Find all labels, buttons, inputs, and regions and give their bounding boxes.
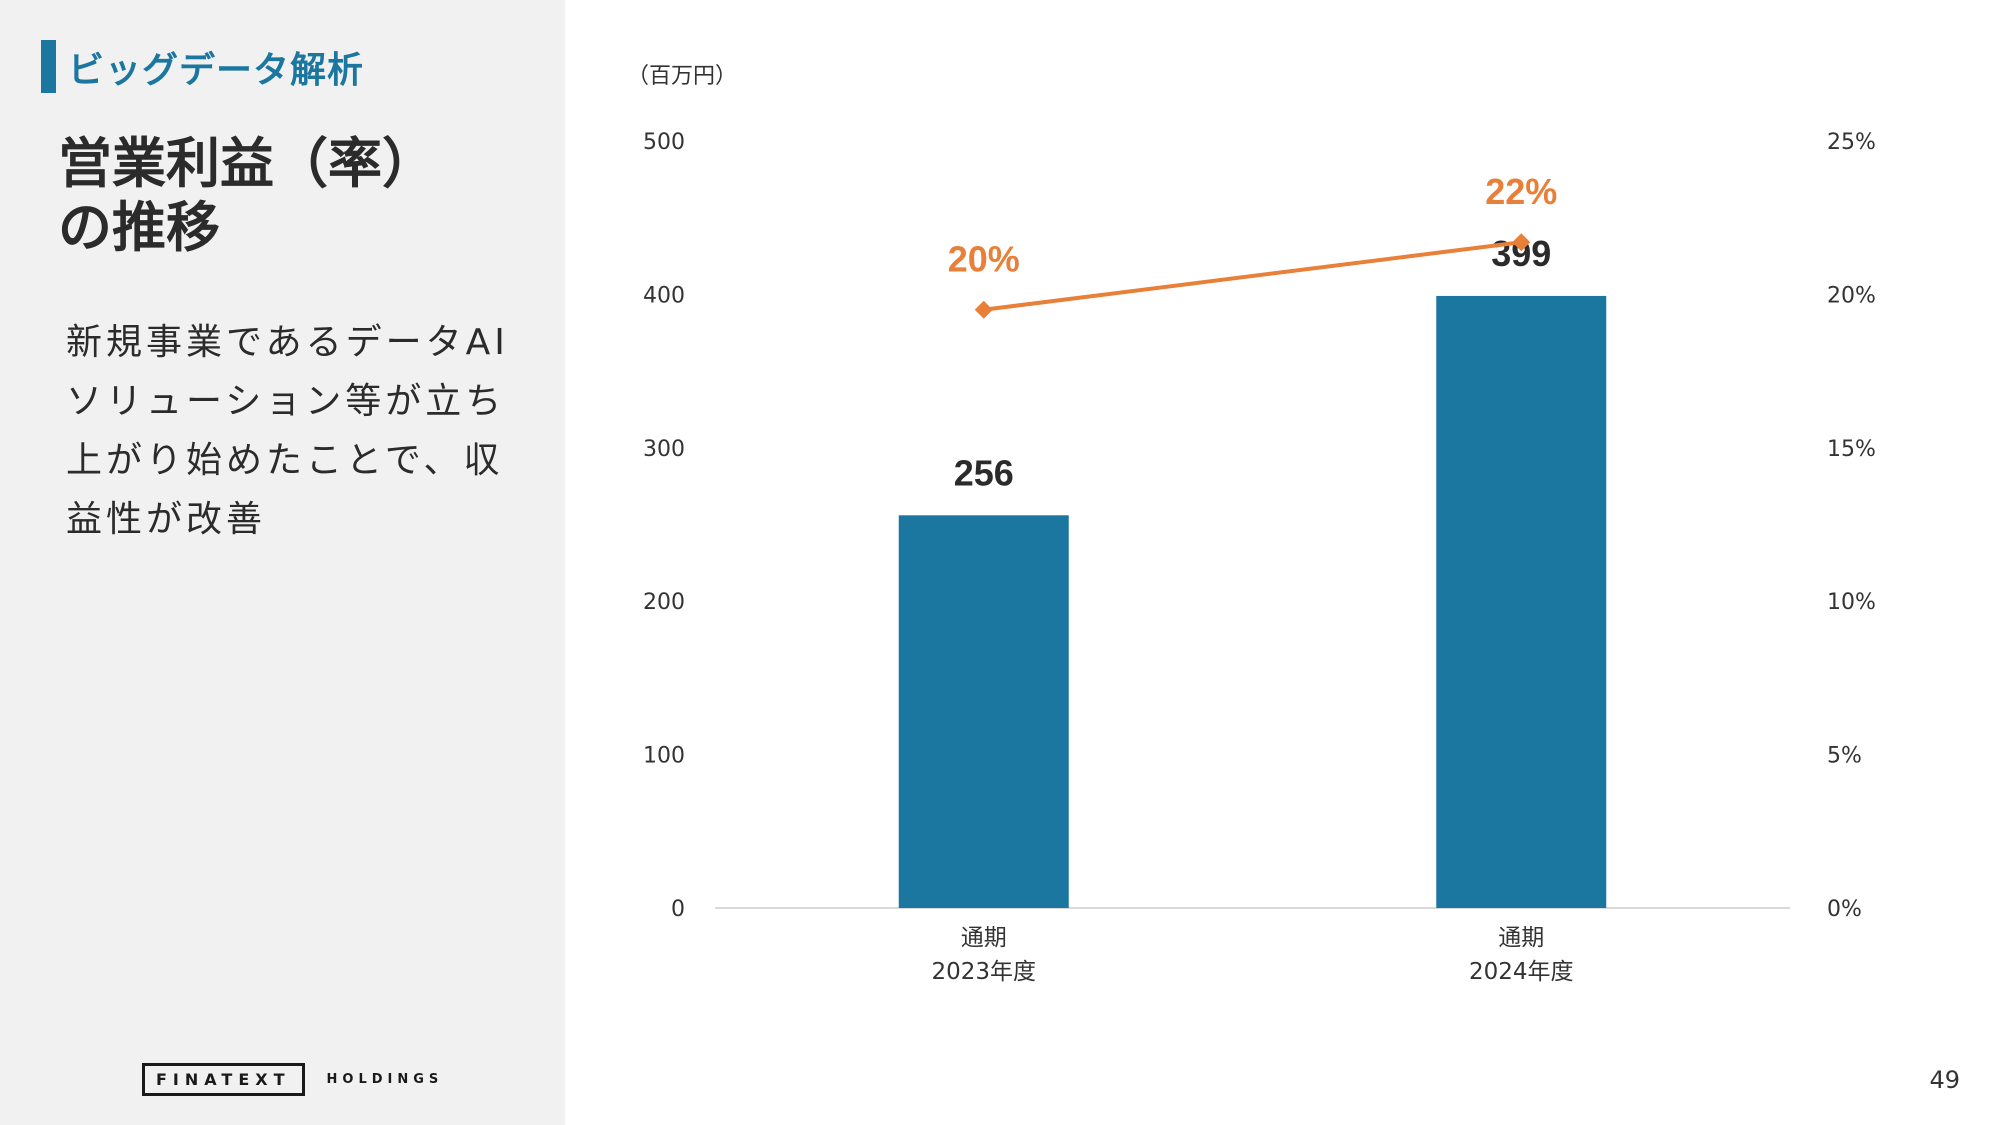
left-panel: ビッグデータ解析 営業利益（率） の推移 新規事業であるデータAI ソリューショ… [0,0,565,1125]
y-right-tick-label: 20% [1827,283,1876,308]
logo-main: FINATEXT [142,1063,305,1096]
x-category-label: 2024年度 [1469,959,1574,985]
y-left-tick-label: 0 [671,897,685,922]
bar-data-label: 256 [954,452,1014,493]
margin-point [974,300,993,319]
logo-sub: HOLDINGS [326,1072,444,1087]
slide-title-line-2: の推移 [58,196,220,259]
y-right-tick-label: 5% [1827,744,1862,769]
section-accent-bar [41,40,56,93]
slide-title-line-1: 営業利益（率） [58,132,436,195]
y-right-tick-label: 25% [1827,130,1876,155]
company-logo: FINATEXT HOLDINGS [142,1063,443,1096]
operating-profit-chart: （百万円） 0 100 200 300 400 500 0% 5% 10% 15% 20% 25% 256… [627,64,1876,985]
x-category-label: 通期 [1498,925,1544,951]
x-category-label: 通期 [961,925,1007,951]
y-left-tick-label: 400 [643,283,685,308]
x-category-label: 2023年度 [931,959,1036,985]
description: 新規事業であるデータAI ソリューション等が立ち 上がり始めたことで、収 益性が… [66,313,526,549]
section-label: ビッグデータ解析 [41,40,364,93]
y-left-tick-label: 500 [643,130,685,155]
y-left-tick-label: 300 [643,437,685,462]
y-right-tick-label: 0% [1827,897,1862,922]
description-line-1: 新規事業であるデータAI [66,322,509,363]
y-right-tick-label: 15% [1827,437,1876,462]
slide-title: 営業利益（率） の推移 [58,132,538,260]
y-left-tick-label: 200 [643,590,685,615]
y-left-tick-label: 100 [643,744,685,769]
margin-line [983,240,1522,312]
section-title: ビッグデータ解析 [68,49,365,91]
y-right-tick-label: 10% [1827,590,1876,615]
margin-data-label: 20% [948,239,1020,280]
margin-point [1512,233,1531,252]
bar [898,515,1069,908]
bar [1436,295,1607,909]
description-line-2: ソリューション等が立ち [66,381,506,422]
description-line-4: 益性が改善 [66,499,267,540]
description-line-3: 上がり始めたことで、収 [66,440,504,481]
page-number: 49 [1929,1066,1960,1094]
unit-label: （百万円） [627,64,737,89]
margin-data-label: 22% [1485,171,1557,212]
